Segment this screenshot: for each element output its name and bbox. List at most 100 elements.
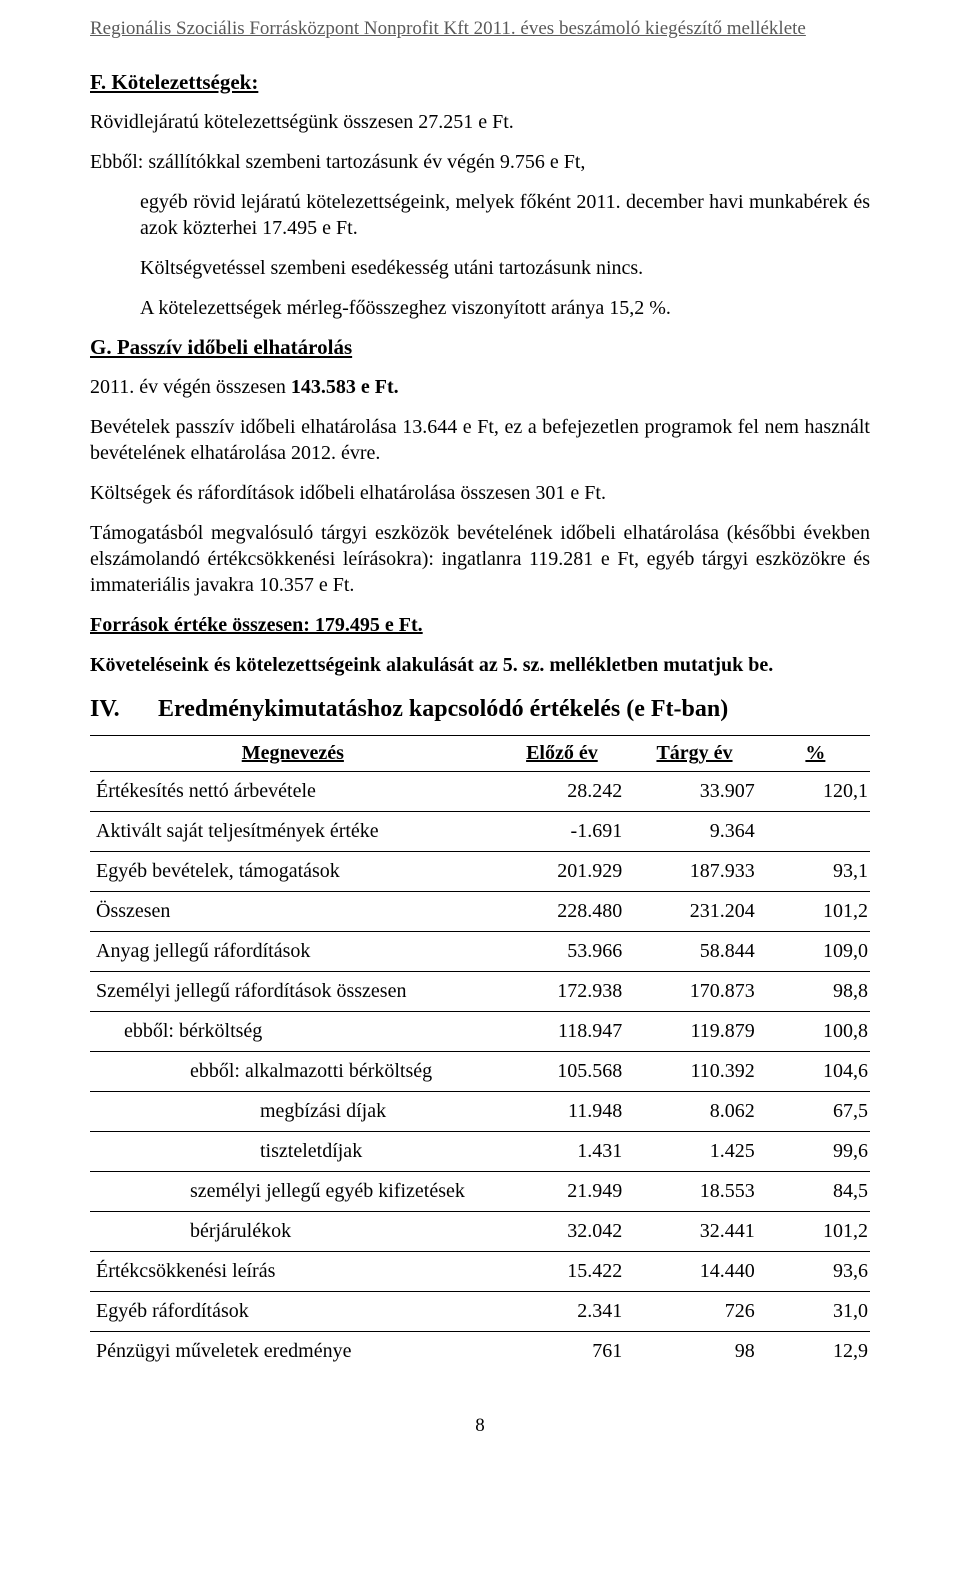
cell-name: Anyag jellegű ráfordítások <box>90 932 496 972</box>
table-row: személyi jellegű egyéb kifizetések21.949… <box>90 1172 870 1212</box>
table-row: Egyéb bevételek, támogatások201.929187.9… <box>90 852 870 892</box>
table-row: ebből: alkalmazotti bérköltség105.568110… <box>90 1052 870 1092</box>
col-elozo-ev: Előző év <box>496 736 629 772</box>
table-row: Anyag jellegű ráfordítások53.96658.84410… <box>90 932 870 972</box>
cell-curr: 231.204 <box>628 892 761 932</box>
cell-pct: 67,5 <box>761 1092 870 1132</box>
section-g-p3: Költségek és ráfordítások időbeli elhatá… <box>90 480 870 506</box>
table-row: Aktivált saját teljesítmények értéke-1.6… <box>90 812 870 852</box>
table-row: Pénzügyi műveletek eredménye7619812,9 <box>90 1332 870 1372</box>
cell-pct: 93,1 <box>761 852 870 892</box>
table-row: bérjárulékok32.04232.441101,2 <box>90 1212 870 1252</box>
section-iv-title: Eredménykimutatáshoz kapcsolódó értékelé… <box>158 696 728 723</box>
cell-name: Egyéb bevételek, támogatások <box>90 852 496 892</box>
section-g-p1a: 2011. év végén összesen <box>90 376 291 398</box>
section-g-p1b: 143.583 e Ft. <box>291 376 399 398</box>
cell-prev: -1.691 <box>496 812 629 852</box>
table-header-row: Megnevezés Előző év Tárgy év % <box>90 736 870 772</box>
cell-curr: 32.441 <box>628 1212 761 1252</box>
cell-curr: 119.879 <box>628 1012 761 1052</box>
results-table: Megnevezés Előző év Tárgy év % Értékesít… <box>90 735 870 1371</box>
cell-curr: 8.062 <box>628 1092 761 1132</box>
cell-prev: 15.422 <box>496 1252 629 1292</box>
sources-total: Források értéke összesen: 179.495 e Ft. <box>90 612 870 638</box>
cell-curr: 726 <box>628 1292 761 1332</box>
cell-pct: 101,2 <box>761 1212 870 1252</box>
cell-curr: 33.907 <box>628 772 761 812</box>
cell-prev: 53.966 <box>496 932 629 972</box>
cell-curr: 58.844 <box>628 932 761 972</box>
cell-curr: 14.440 <box>628 1252 761 1292</box>
section-g-p2: Bevételek passzív időbeli elhatárolása 1… <box>90 414 870 466</box>
section-g-title: G. Passzív időbeli elhatárolás <box>90 335 870 360</box>
table-row: ebből: bérköltség118.947119.879100,8 <box>90 1012 870 1052</box>
cell-name: Pénzügyi műveletek eredménye <box>90 1332 496 1372</box>
section-iv-heading: IV. Eredménykimutatáshoz kapcsolódó érté… <box>90 696 870 723</box>
col-targy-ev: Tárgy év <box>628 736 761 772</box>
cell-name: megbízási díjak <box>90 1092 496 1132</box>
cell-name: ebből: alkalmazotti bérköltség <box>90 1052 496 1092</box>
section-f-p5: A kötelezettségek mérleg-főösszeghez vis… <box>90 295 870 321</box>
cell-pct: 84,5 <box>761 1172 870 1212</box>
cell-name: bérjárulékok <box>90 1212 496 1252</box>
cell-name: Aktivált saját teljesítmények értéke <box>90 812 496 852</box>
cell-prev: 32.042 <box>496 1212 629 1252</box>
document-page: Regionális Szociális Forrásközpont Nonpr… <box>0 0 960 1477</box>
cell-prev: 118.947 <box>496 1012 629 1052</box>
cell-pct: 109,0 <box>761 932 870 972</box>
table-row: Értékcsökkenési leírás15.42214.44093,6 <box>90 1252 870 1292</box>
cell-prev: 228.480 <box>496 892 629 932</box>
page-number: 8 <box>90 1415 870 1437</box>
section-f-p1: Rövidlejáratú kötelezettségünk összesen … <box>90 109 870 135</box>
cell-prev: 761 <box>496 1332 629 1372</box>
cell-pct <box>761 812 870 852</box>
section-f-title: F. Kötelezettségek: <box>90 70 870 95</box>
cell-curr: 110.392 <box>628 1052 761 1092</box>
col-percent: % <box>761 736 870 772</box>
cell-name: személyi jellegű egyéb kifizetések <box>90 1172 496 1212</box>
cell-prev: 1.431 <box>496 1132 629 1172</box>
cell-prev: 28.242 <box>496 772 629 812</box>
cell-prev: 105.568 <box>496 1052 629 1092</box>
running-header: Regionális Szociális Forrásközpont Nonpr… <box>90 18 870 40</box>
cell-prev: 21.949 <box>496 1172 629 1212</box>
cell-name: tiszteletdíjak <box>90 1132 496 1172</box>
cell-curr: 170.873 <box>628 972 761 1012</box>
cell-curr: 18.553 <box>628 1172 761 1212</box>
col-megnevezes: Megnevezés <box>90 736 496 772</box>
cell-pct: 98,8 <box>761 972 870 1012</box>
cell-curr: 98 <box>628 1332 761 1372</box>
section-f-p4: Költségvetéssel szembeni esedékesség utá… <box>90 255 870 281</box>
cell-prev: 172.938 <box>496 972 629 1012</box>
table-row: Értékesítés nettó árbevétele28.24233.907… <box>90 772 870 812</box>
cell-pct: 100,8 <box>761 1012 870 1052</box>
section-f-p2: Ebből: szállítókkal szembeni tartozásunk… <box>90 149 870 175</box>
table-row: Egyéb ráfordítások2.34172631,0 <box>90 1292 870 1332</box>
attachment-ref: Követeléseink és kötelezettségeink alaku… <box>90 652 870 678</box>
cell-prev: 2.341 <box>496 1292 629 1332</box>
cell-name: ebből: bérköltség <box>90 1012 496 1052</box>
cell-curr: 9.364 <box>628 812 761 852</box>
cell-curr: 187.933 <box>628 852 761 892</box>
cell-pct: 31,0 <box>761 1292 870 1332</box>
table-row: Személyi jellegű ráfordítások összesen17… <box>90 972 870 1012</box>
cell-name: Értékesítés nettó árbevétele <box>90 772 496 812</box>
cell-name: Értékcsökkenési leírás <box>90 1252 496 1292</box>
cell-pct: 93,6 <box>761 1252 870 1292</box>
cell-pct: 101,2 <box>761 892 870 932</box>
cell-name: Összesen <box>90 892 496 932</box>
cell-name: Egyéb ráfordítások <box>90 1292 496 1332</box>
table-row: Összesen228.480231.204101,2 <box>90 892 870 932</box>
cell-name: Személyi jellegű ráfordítások összesen <box>90 972 496 1012</box>
section-iv-num: IV. <box>90 696 158 723</box>
cell-pct: 120,1 <box>761 772 870 812</box>
cell-curr: 1.425 <box>628 1132 761 1172</box>
section-g-p1: 2011. év végén összesen 143.583 e Ft. <box>90 374 870 400</box>
cell-pct: 99,6 <box>761 1132 870 1172</box>
cell-prev: 11.948 <box>496 1092 629 1132</box>
section-f-p3: egyéb rövid lejáratú kötelezettségeink, … <box>90 189 870 241</box>
cell-pct: 12,9 <box>761 1332 870 1372</box>
cell-pct: 104,6 <box>761 1052 870 1092</box>
section-g-p4: Támogatásból megvalósuló tárgyi eszközök… <box>90 520 870 598</box>
cell-prev: 201.929 <box>496 852 629 892</box>
